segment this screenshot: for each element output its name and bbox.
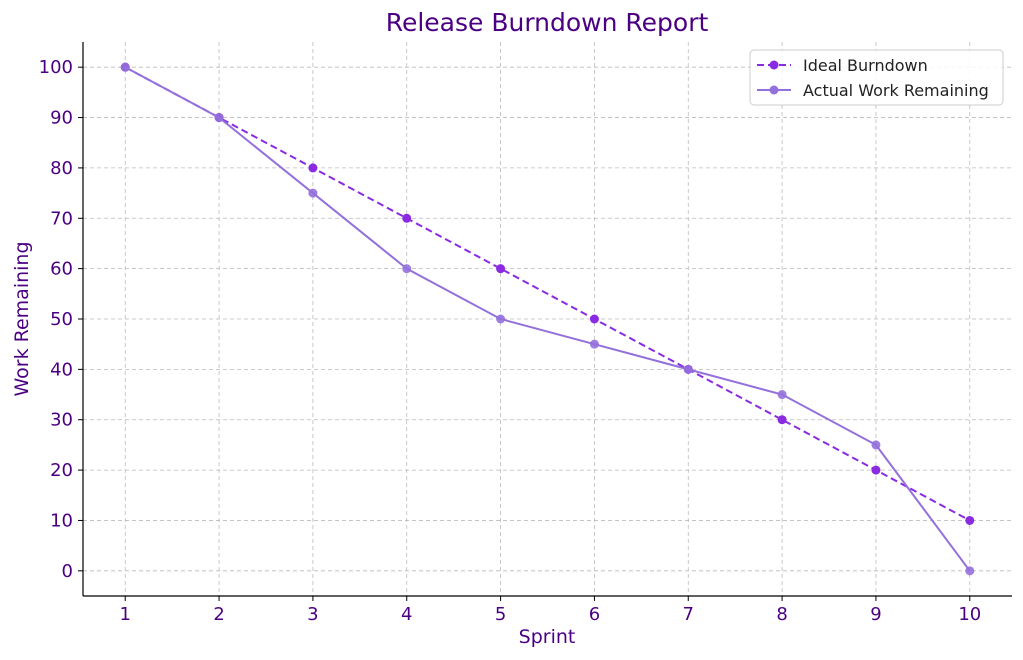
y-tick-label: 10 [50, 510, 73, 531]
data-point [496, 264, 506, 274]
x-tick-label: 7 [683, 604, 694, 625]
y-tick-label: 30 [50, 410, 73, 431]
y-tick-label: 60 [50, 259, 73, 280]
data-point [589, 314, 599, 324]
data-point [777, 415, 787, 425]
data-point [965, 566, 975, 576]
y-tick-label: 40 [50, 359, 73, 380]
series-1 [120, 62, 975, 576]
series-0 [120, 62, 975, 525]
data-point [402, 264, 412, 274]
x-tick-label: 2 [213, 604, 224, 625]
y-tick-label: 80 [50, 158, 73, 179]
x-tick-label: 9 [870, 604, 881, 625]
x-tick-label: 1 [120, 604, 131, 625]
y-axis-label: Work Remaining [11, 241, 33, 396]
data-point [120, 62, 130, 72]
data-point [683, 364, 693, 374]
y-tick-label: 70 [50, 208, 73, 229]
y-tick-label: 90 [50, 108, 73, 129]
data-point [308, 163, 318, 173]
data-point [965, 515, 975, 525]
data-point [871, 465, 881, 475]
y-tick-label: 100 [39, 57, 73, 78]
series-line [124, 66, 971, 572]
data-point [871, 440, 881, 450]
data-point [589, 339, 599, 349]
y-tick-label: 20 [50, 460, 73, 481]
y-tick-label: 0 [62, 561, 73, 582]
x-tick-label: 4 [401, 604, 412, 625]
data-point [777, 390, 787, 400]
data-point [308, 188, 318, 198]
data-point [214, 113, 224, 123]
legend-label: Ideal Burndown [803, 56, 928, 75]
x-tick-label: 10 [958, 604, 981, 625]
y-tick-label: 50 [50, 309, 73, 330]
x-tick-label: 3 [307, 604, 318, 625]
legend-marker [769, 60, 779, 70]
x-tick-label: 8 [776, 604, 787, 625]
series-line [124, 66, 971, 522]
chart-title: Release Burndown Report [386, 8, 709, 37]
legend-label: Actual Work Remaining [803, 81, 989, 100]
data-point [402, 213, 412, 223]
x-tick-label: 6 [589, 604, 600, 625]
legend-marker [769, 85, 779, 95]
x-axis-label: Sprint [519, 626, 576, 648]
x-tick-label: 5 [495, 604, 506, 625]
legend: Ideal Burndown Actual Work Remaining [749, 49, 1004, 106]
data-point [496, 314, 506, 324]
